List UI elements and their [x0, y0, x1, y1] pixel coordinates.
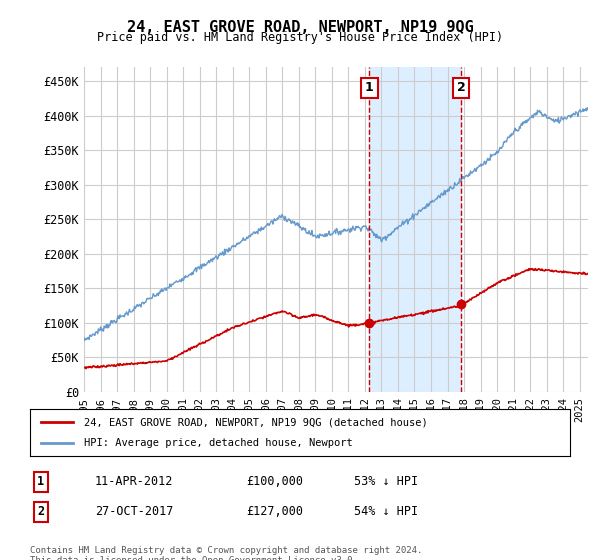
Text: £127,000: £127,000 — [246, 505, 303, 519]
Text: 1: 1 — [365, 81, 374, 95]
Text: Price paid vs. HM Land Registry's House Price Index (HPI): Price paid vs. HM Land Registry's House … — [97, 31, 503, 44]
Text: 27-OCT-2017: 27-OCT-2017 — [95, 505, 173, 519]
Text: HPI: Average price, detached house, Newport: HPI: Average price, detached house, Newp… — [84, 438, 353, 448]
Text: 1: 1 — [37, 475, 44, 488]
Text: Contains HM Land Registry data © Crown copyright and database right 2024.
This d: Contains HM Land Registry data © Crown c… — [30, 546, 422, 560]
Bar — [370, 67, 461, 392]
Text: 2: 2 — [37, 505, 44, 519]
Text: 2: 2 — [457, 81, 466, 95]
Text: 11-APR-2012: 11-APR-2012 — [95, 475, 173, 488]
Text: 24, EAST GROVE ROAD, NEWPORT, NP19 9QG (detached house): 24, EAST GROVE ROAD, NEWPORT, NP19 9QG (… — [84, 417, 428, 427]
Text: 24, EAST GROVE ROAD, NEWPORT, NP19 9QG: 24, EAST GROVE ROAD, NEWPORT, NP19 9QG — [127, 20, 473, 35]
Text: 54% ↓ HPI: 54% ↓ HPI — [354, 505, 418, 519]
Text: £100,000: £100,000 — [246, 475, 303, 488]
Text: 53% ↓ HPI: 53% ↓ HPI — [354, 475, 418, 488]
